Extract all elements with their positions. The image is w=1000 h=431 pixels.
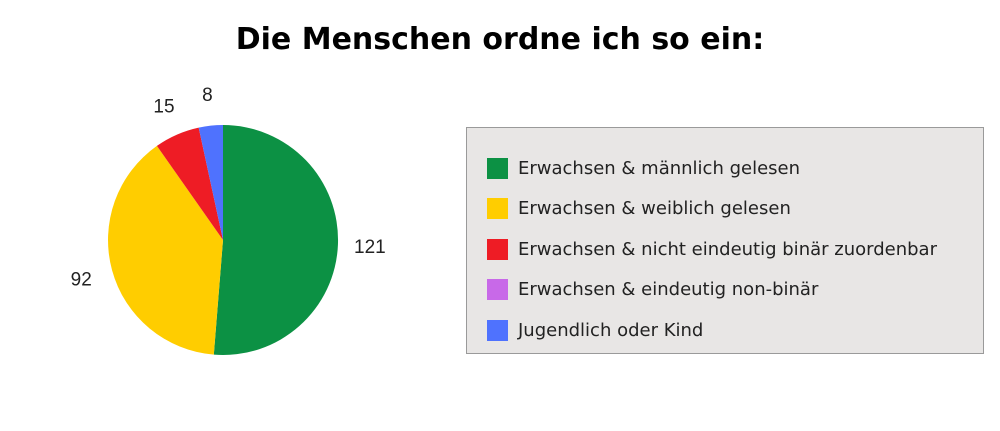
legend-label: Jugendlich oder Kind: [518, 319, 704, 341]
pie-slice: [108, 145, 223, 355]
slice-value-label: 92: [71, 270, 92, 291]
pie-slice: [156, 127, 223, 240]
pie-chart: 121 92 15 8: [71, 85, 386, 355]
pie-slice: [198, 125, 223, 240]
legend-swatch: [487, 198, 508, 220]
legend: Erwachsen & männlich gelesen Erwachsen &…: [466, 127, 984, 354]
legend-swatch: [487, 157, 508, 179]
slice-value-label: 15: [153, 96, 174, 117]
slice-value-label: 8: [202, 85, 213, 106]
legend-label: Erwachsen & nicht eindeutig binär zuorde…: [518, 238, 937, 260]
legend-label: Erwachsen & eindeutig non-binär: [518, 279, 819, 301]
legend-swatch: [487, 319, 508, 341]
legend-item: Erwachsen & männlich gelesen: [487, 148, 983, 189]
legend-item: Erwachsen & weiblich gelesen: [487, 189, 983, 230]
legend-swatch: [487, 238, 508, 260]
chart-title: Die Menschen ordne ich so ein:: [235, 22, 765, 57]
slice-value-label: 121: [354, 237, 386, 258]
legend-item: Jugendlich oder Kind: [487, 310, 983, 351]
pie-slice: [213, 124, 339, 355]
legend-item: Erwachsen & nicht eindeutig binär zuorde…: [487, 229, 983, 270]
legend-label: Erwachsen & männlich gelesen: [518, 157, 801, 179]
legend-label: Erwachsen & weiblich gelesen: [518, 198, 791, 220]
legend-swatch: [487, 279, 508, 301]
legend-item: Erwachsen & eindeutig non-binär: [487, 270, 983, 311]
